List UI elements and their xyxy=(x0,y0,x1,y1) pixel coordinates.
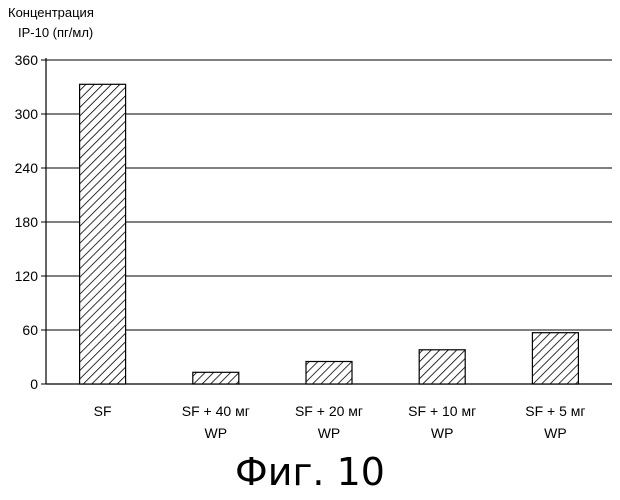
y-tick-label-0: 0 xyxy=(30,376,38,392)
x-tick-label-0-line-0: SF xyxy=(94,403,112,419)
x-tick-label-2-line-0: SF + 20 мг xyxy=(295,403,363,419)
x-tick-label-1-line-1: WP xyxy=(205,425,228,441)
x-tick-label-4-line-0: SF + 5 мг xyxy=(525,403,585,419)
bar-4 xyxy=(532,333,578,384)
bar-0 xyxy=(80,84,126,384)
x-tick-label-3-line-1: WP xyxy=(431,425,454,441)
y-tick-label-120: 120 xyxy=(15,268,39,284)
y-tick-label-300: 300 xyxy=(15,106,39,122)
bar-1 xyxy=(193,372,239,384)
x-tick-label-2-line-1: WP xyxy=(318,425,341,441)
gridlines xyxy=(46,60,612,330)
bar-2 xyxy=(306,362,352,385)
y-tick-labels: 0 60 120 180 240 300 360 xyxy=(15,52,39,392)
x-tick-label-3-line-0: SF + 10 мг xyxy=(408,403,476,419)
y-tick-label-360: 360 xyxy=(15,52,39,68)
bars xyxy=(80,84,579,384)
y-tick-label-240: 240 xyxy=(15,160,39,176)
axes xyxy=(41,58,612,384)
x-tick-labels: SF SF + 40 мг WP SF + 20 мг WP SF + 10 мг WP SF… xyxy=(94,403,586,441)
x-tick-label-4-line-1: WP xyxy=(544,425,567,441)
y-tick-label-60: 60 xyxy=(22,322,38,338)
figure-caption: Фиг. 10 xyxy=(0,450,620,494)
bar-3 xyxy=(419,350,465,384)
x-tick-label-1-line-0: SF + 40 мг xyxy=(182,403,250,419)
y-tick-label-180: 180 xyxy=(15,214,39,230)
bar-chart: 0 60 120 180 240 300 360 SF SF + 40 мг WP SF + 20… xyxy=(0,0,620,450)
